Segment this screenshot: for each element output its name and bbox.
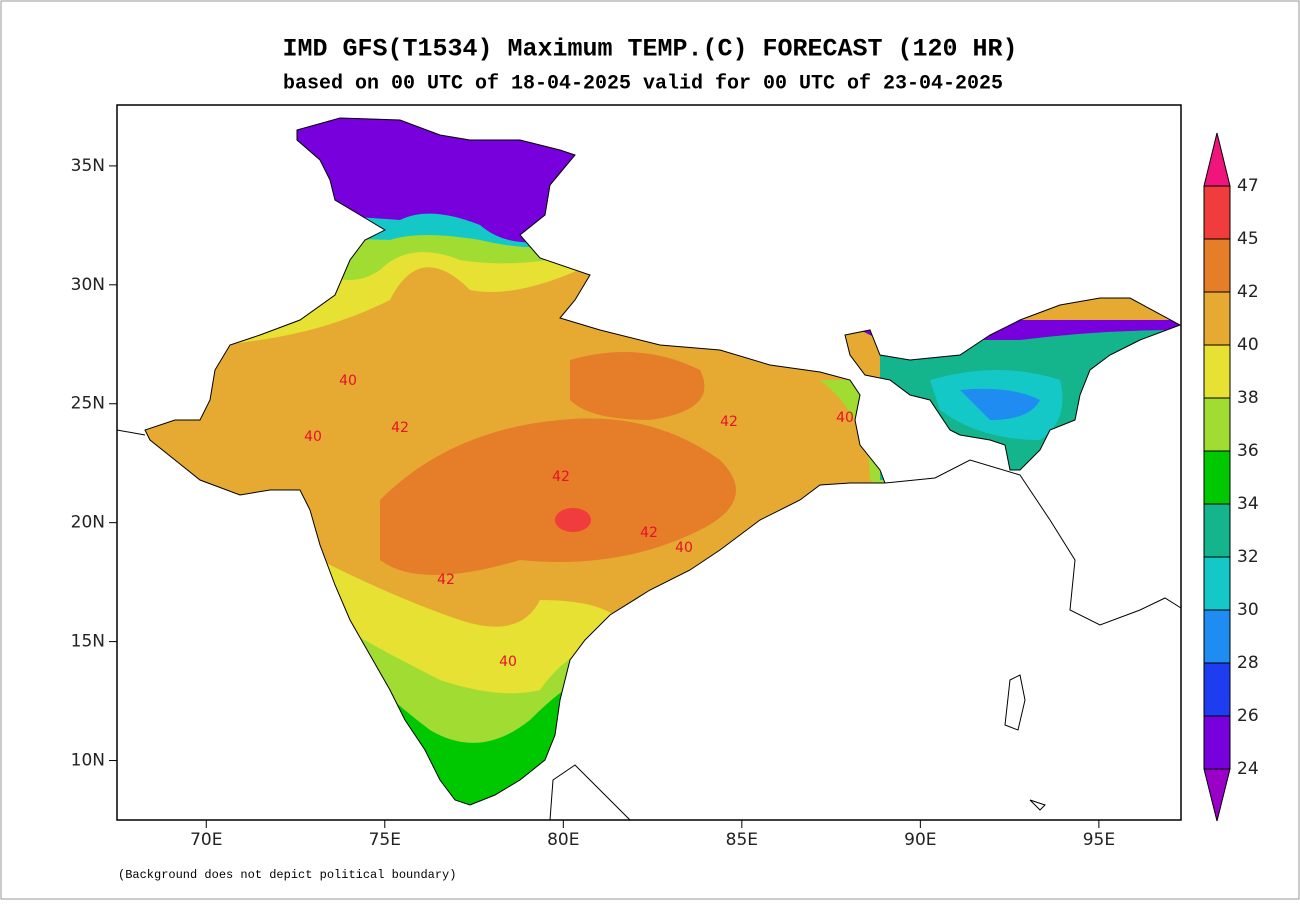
colorbar-label: 42 [1237, 282, 1259, 302]
x-tick-label: 80E [547, 830, 579, 850]
plot-frame [116, 104, 1182, 821]
y-tick-label: 10N [71, 751, 105, 771]
islands [1004, 674, 1046, 811]
y-tick-label: 35N [71, 156, 105, 176]
colorbar-label: 40 [1237, 335, 1259, 355]
colorbar-label: 45 [1237, 229, 1259, 249]
colorbar-box [1203, 556, 1231, 611]
x-tick-label: 85E [726, 830, 758, 850]
field-45-47 [555, 508, 591, 532]
contour-label: 42 [720, 414, 738, 430]
colorbar-above [1203, 132, 1231, 187]
y-tick-label: 20N [71, 513, 105, 533]
field-42-45 [570, 352, 705, 420]
title: IMD GFS(T1534) Maximum TEMP.(C) FORECAST… [282, 35, 1017, 64]
contour-label: 40 [836, 410, 854, 426]
colorbar-box [1203, 185, 1231, 240]
contour-label: 40 [339, 373, 357, 389]
y-tick-label: 15N [71, 632, 105, 652]
colorbar-box [1203, 609, 1231, 664]
colorbar-box [1203, 503, 1231, 558]
y-tick-label: 25N [71, 394, 105, 414]
contour-label: 42 [552, 469, 570, 485]
colorbar-label: 24 [1237, 759, 1259, 779]
subtitle: based on 00 UTC of 18-04-2025 valid for … [283, 72, 1003, 95]
colorbar-box [1203, 662, 1231, 717]
colorbar-label: 38 [1237, 388, 1259, 408]
colorbar-box [1203, 450, 1231, 505]
contour-label: 40 [499, 654, 517, 670]
contour-label: 40 [675, 540, 693, 556]
colorbar-label: 26 [1237, 706, 1259, 726]
field-28-30 [960, 388, 1040, 420]
colorbar-box [1203, 715, 1231, 770]
footnote: (Background does not depict political bo… [118, 868, 456, 882]
contour-label: 42 [391, 420, 409, 436]
x-tick-label: 95E [1083, 830, 1115, 850]
colorbar-label: 34 [1237, 494, 1259, 514]
x-tick-label: 75E [369, 830, 401, 850]
colorbar-label: 28 [1237, 653, 1259, 673]
y-tick-label: 30N [71, 275, 105, 295]
colorbar-box [1203, 291, 1231, 346]
colorbar-label: 36 [1237, 441, 1259, 461]
x-tick-label: 90E [904, 830, 936, 850]
colorbar-label: 32 [1237, 547, 1259, 567]
colorbar-box [1203, 397, 1231, 452]
contour-label: 42 [640, 525, 658, 541]
colorbar-box [1203, 344, 1231, 399]
contour-label: 42 [437, 572, 455, 588]
colorbar-label: 30 [1237, 600, 1259, 620]
colorbar-box [1203, 238, 1231, 293]
colorbar-label: 47 [1237, 176, 1259, 196]
boundaries [116, 117, 1182, 821]
field-42-45 [380, 418, 736, 575]
neighbour-coast [116, 429, 1182, 821]
x-tick-label: 70E [190, 830, 222, 850]
contour-label: 40 [304, 429, 322, 445]
